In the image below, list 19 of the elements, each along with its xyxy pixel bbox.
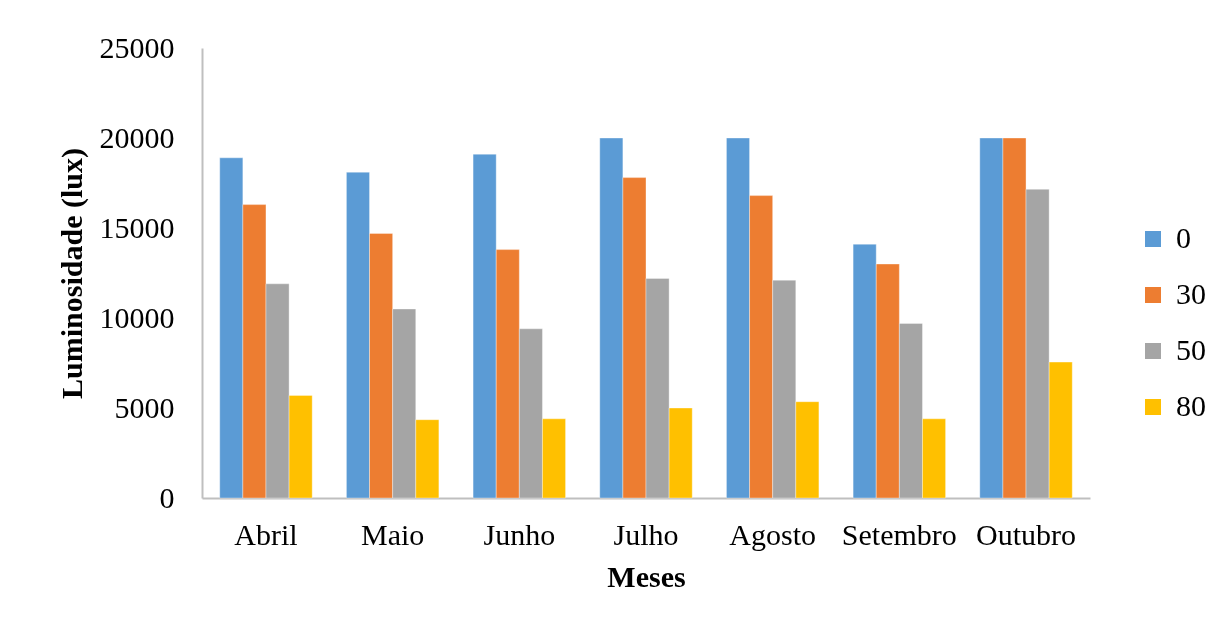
x-tick-label: Junho (483, 517, 556, 551)
legend-label: 30 (1176, 277, 1206, 310)
x-tick-label: Julho (613, 517, 679, 551)
y-tick-label: 15000 (99, 210, 175, 244)
y-axis-title: Luminosidade (lux) (54, 148, 89, 399)
y-tick-label: 10000 (99, 300, 175, 334)
y-tick-label: 5000 (114, 390, 175, 424)
x-tick-label: Outubro (976, 517, 1077, 551)
x-axis-title: Meses (607, 559, 686, 593)
legend-label: 0 (1176, 221, 1191, 254)
x-tick-label: Abril (234, 517, 298, 551)
x-tick-label: Maio (360, 517, 425, 551)
y-tick-label: 0 (159, 480, 175, 514)
x-tick-label: Setembro (841, 517, 957, 551)
y-tick-label: 25000 (99, 30, 175, 64)
legend-label: 80 (1176, 389, 1206, 422)
y-tick-label: 20000 (99, 120, 175, 154)
x-tick-label: Agosto (729, 517, 817, 551)
legend-label: 50 (1176, 333, 1206, 366)
